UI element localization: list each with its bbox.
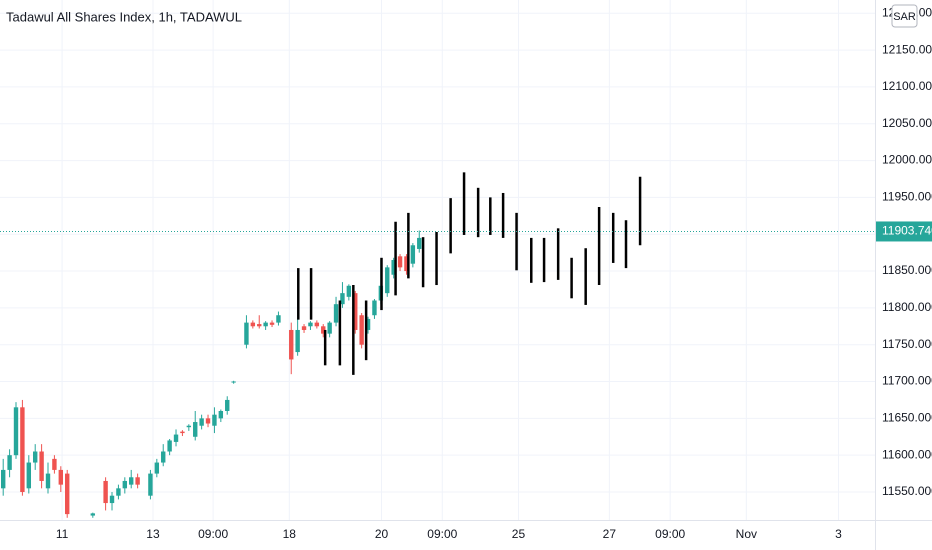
candle-body	[333, 304, 339, 323]
candle-body	[161, 451, 166, 463]
candle-body	[365, 318, 371, 330]
candle-body	[385, 267, 390, 294]
candle-body	[33, 451, 38, 463]
y-tick-label: 11750.000	[882, 337, 932, 351]
last-price-label: 11903.740	[882, 224, 932, 238]
candle-body	[193, 422, 198, 437]
candle-body	[225, 399, 230, 411]
candle-body	[257, 324, 262, 327]
candle-body	[7, 455, 12, 470]
candle-body	[135, 477, 140, 485]
y-tick-label: 11700.000	[882, 374, 932, 388]
x-tick-label: 11	[56, 527, 69, 541]
y-tick-label: 11950.000	[882, 190, 932, 204]
candle-body	[103, 480, 108, 504]
x-tick-label: 18	[283, 527, 297, 541]
candle-body	[250, 322, 256, 327]
y-tick-label: 11550.000	[882, 484, 932, 498]
candle-body	[340, 293, 345, 305]
x-tick-label: 13	[146, 527, 160, 541]
candle-body	[186, 425, 192, 428]
x-tick-label: Nov	[736, 527, 757, 541]
chart-title: Tadawul All Shares Index, 1h, TADAWUL	[6, 9, 242, 24]
candle-body	[359, 315, 364, 345]
candle-body	[346, 285, 352, 297]
x-tick-label: 09:00	[655, 527, 685, 541]
grid	[0, 0, 875, 520]
candle-body	[397, 256, 403, 268]
candle-body	[301, 326, 307, 330]
y-tick-label: 11600.000	[882, 447, 932, 461]
candle-body	[404, 256, 409, 272]
candle-body	[173, 434, 179, 442]
candle-body	[167, 440, 172, 452]
y-tick-label: 11850.000	[882, 263, 932, 277]
x-tick-label: 20	[375, 527, 389, 541]
y-tick-label: 11650.000	[882, 411, 932, 425]
candle-body	[372, 300, 377, 316]
candle-body	[244, 322, 249, 345]
candle-body	[122, 480, 128, 489]
x-tick-label: 25	[512, 527, 526, 541]
candle-body	[308, 322, 313, 327]
candle-body	[52, 458, 57, 470]
candle-body	[116, 488, 121, 496]
x-tick-label: 27	[603, 527, 617, 541]
candle-body	[180, 431, 185, 434]
y-tick-label: 12000.000	[882, 153, 932, 167]
candle-body	[263, 322, 268, 327]
candle-body	[410, 245, 416, 264]
candle-body	[1, 469, 6, 489]
candle-body	[39, 451, 44, 481]
candle-body	[417, 237, 422, 249]
x-tick-label: 09:00	[427, 527, 457, 541]
candle-body	[45, 473, 51, 489]
candle-body	[154, 462, 160, 474]
candle-body	[199, 418, 204, 426]
candle-body	[90, 513, 96, 516]
y-tick-label: 12150.000	[882, 42, 932, 56]
candle-body	[269, 322, 275, 325]
candle-body	[26, 462, 32, 489]
candle-body	[148, 473, 153, 496]
currency-label[interactable]: SAR	[893, 11, 916, 23]
candle-body	[65, 473, 70, 515]
y-tick-label: 11800.000	[882, 300, 932, 314]
candle-body	[218, 410, 224, 419]
candle-body	[276, 315, 281, 323]
y-tick-label: 12050.000	[882, 116, 932, 130]
currency-badge[interactable]	[891, 4, 918, 28]
candle-body	[327, 322, 332, 334]
candle-body	[205, 418, 211, 424]
candle-body	[295, 329, 300, 353]
candle-body	[20, 407, 25, 493]
y-tick-label: 12100.000	[882, 79, 932, 93]
candle-body	[314, 322, 320, 327]
candle-body	[13, 407, 19, 456]
x-tick-label: 3	[835, 527, 842, 541]
candle-body	[289, 329, 294, 360]
candle-body	[58, 469, 64, 485]
x-tick-label: 09:00	[198, 527, 228, 541]
candle-body	[353, 293, 358, 330]
plot	[0, 172, 875, 518]
candle-body	[129, 477, 134, 485]
candle-body	[231, 381, 236, 383]
axes: 11550.000 11600.000 11650.000 11700.000 1175…	[56, 5, 932, 541]
candle-body	[109, 495, 115, 504]
candle-body	[391, 260, 396, 275]
candle-body	[212, 414, 217, 426]
candle-body	[321, 326, 326, 334]
last-price-box	[876, 221, 932, 242]
